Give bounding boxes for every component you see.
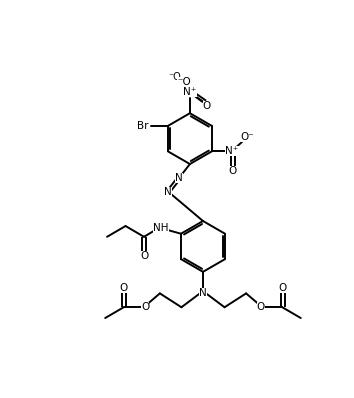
Text: O: O	[278, 283, 286, 293]
Text: N⁺: N⁺	[225, 146, 239, 156]
Text: N: N	[165, 187, 172, 197]
Text: O: O	[229, 166, 237, 176]
Text: O: O	[140, 251, 148, 261]
Text: Br: Br	[137, 121, 148, 131]
Text: N: N	[175, 173, 183, 183]
Text: ⁻O: ⁻O	[168, 72, 181, 82]
Text: NH: NH	[153, 222, 169, 232]
Text: O: O	[141, 302, 149, 312]
Text: ⁻O: ⁻O	[177, 77, 190, 88]
Text: N⁺: N⁺	[183, 88, 196, 98]
Text: N: N	[199, 289, 207, 298]
Text: O: O	[120, 283, 128, 293]
Text: O: O	[203, 101, 211, 111]
Text: O: O	[257, 302, 265, 312]
Text: O⁻: O⁻	[240, 133, 254, 142]
